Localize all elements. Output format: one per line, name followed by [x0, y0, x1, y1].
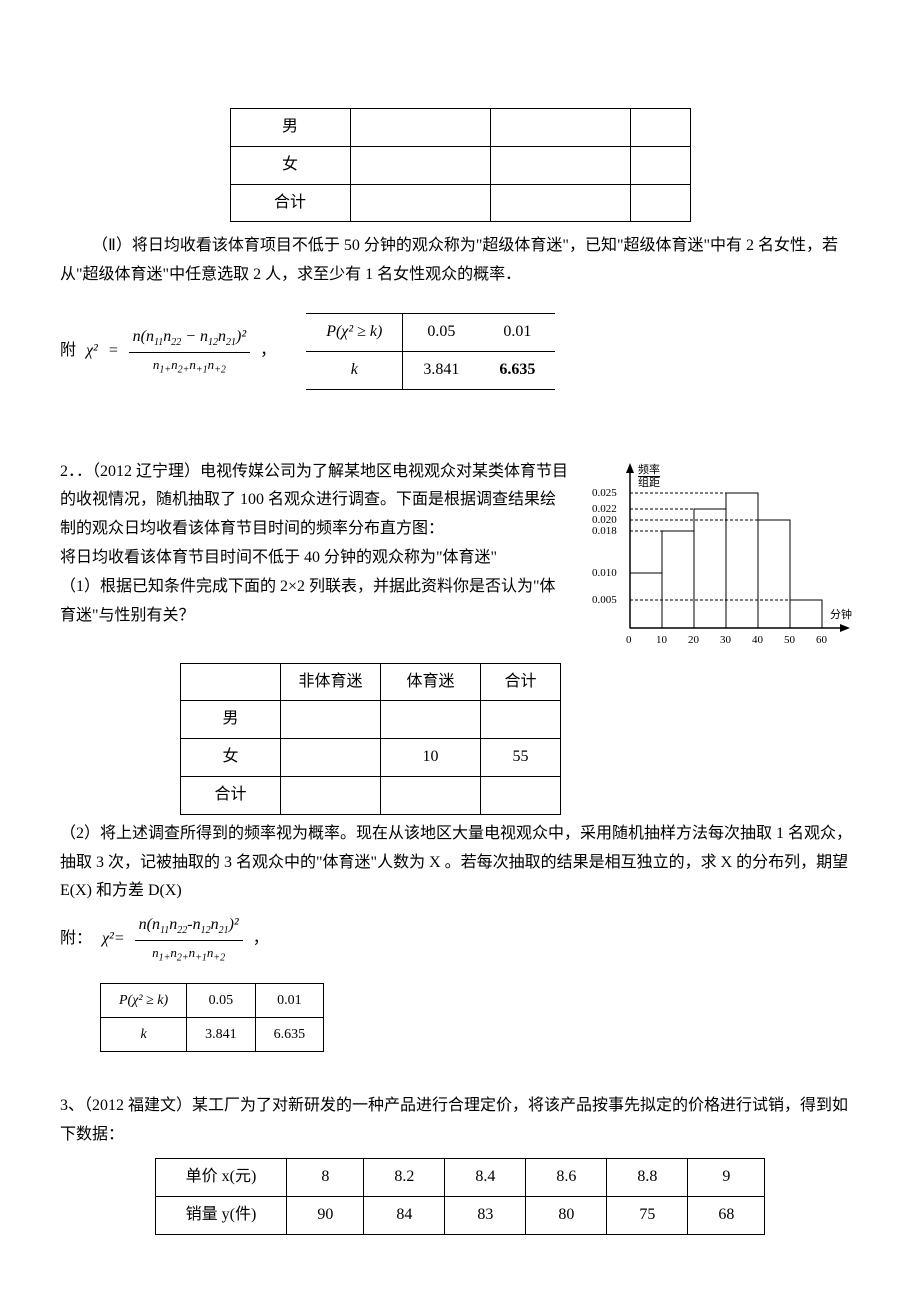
xlabel: 分钟 [830, 607, 852, 621]
chi-p-label: P(χ² ≥ k) [306, 313, 403, 351]
cell-10: 10 [381, 739, 481, 777]
chi-fraction-2: n(n11n22-n12n21)² n1+n2+n+1n+2 [135, 911, 243, 968]
t3-h-price: 单价 x(元) [155, 1158, 287, 1196]
svg-text:0: 0 [626, 634, 632, 646]
svg-text:0.022: 0.022 [592, 503, 617, 515]
col-fan: 体育迷 [381, 663, 481, 701]
q2-part2: （2）将上述调查所得到的频率视为概率。现在从该地区大量电视观众中，采用随机抽样方… [60, 820, 860, 906]
q2-part1: （1）根据已知条件完成下面的 2×2 列联表，并据此资料你是否认为"体育迷"与性… [60, 573, 570, 631]
q3-intro: 3、（2012 福建文）某工厂为了对新研发的一种产品进行合理定价，将该产品按事先… [60, 1092, 860, 1150]
svg-text:0.020: 0.020 [592, 514, 617, 526]
chi-k-05: 3.841 [403, 351, 480, 389]
svg-text:10: 10 [656, 634, 668, 646]
svg-text:0.025: 0.025 [592, 487, 617, 499]
row2-male: 男 [181, 701, 281, 739]
formula-prefix: 附 [60, 337, 76, 366]
col-nonfan: 非体育迷 [281, 663, 381, 701]
svg-text:20: 20 [688, 634, 700, 646]
svg-text:0.010: 0.010 [592, 567, 617, 579]
chi-critical-table-2: P(χ² ≥ k) 0.05 0.01 k 3.841 6.635 [100, 983, 324, 1052]
q2-intro: 2．．（2012 辽宁理）电视传媒公司为了解某地区电视观众对某类体育节目的收视情… [60, 458, 570, 544]
chi-p-05: 0.05 [403, 313, 480, 351]
sc-k: k [101, 1018, 187, 1052]
row2-total: 合计 [181, 776, 281, 814]
svg-text:60: 60 [816, 634, 828, 646]
price-sales-table: 单价 x(元) 8 8.2 8.4 8.6 8.8 9 销量 y(件) 90 8… [155, 1158, 766, 1235]
ylabel-sub: 组距 [638, 475, 660, 489]
chi-symbol: χ² [86, 337, 98, 366]
formula2-prefix: 附： [60, 925, 92, 954]
col-total: 合计 [481, 663, 561, 701]
paragraph-q1-part2: （Ⅱ）将日均收看该体育项目不低于 50 分钟的观众称为"超级体育迷"，已知"超级… [60, 232, 860, 290]
row-female: 女 [230, 146, 350, 184]
svg-text:0.018: 0.018 [592, 525, 617, 537]
svg-text:40: 40 [752, 634, 764, 646]
frequency-histogram: 频率 组距 分钟 0.005 0.010 0.018 0.020 0.022 0… [580, 458, 860, 658]
svg-text:30: 30 [720, 634, 732, 646]
chi-critical-table: P(χ² ≥ k) 0.05 0.01 k 3.841 6.635 [306, 313, 555, 390]
ylabel-top: 频率 [638, 462, 660, 476]
chi-denominator: n1+n2+n+1n+2 [129, 353, 251, 380]
chi-fraction: n(n11n22 − n12n21)² n1+n2+n+1n+2 [129, 323, 251, 380]
chi-k-01: 6.635 [479, 351, 555, 389]
row-total: 合计 [230, 184, 350, 222]
svg-text:50: 50 [784, 634, 796, 646]
question-2-block: 2．．（2012 辽宁理）电视传媒公司为了解某地区电视观众对某类体育节目的收视情… [60, 458, 860, 658]
chi-formula-row-2: 附： χ²= n(n11n22-n12n21)² n1+n2+n+1n+2 ， [60, 911, 860, 968]
chi-numerator: n(n11n22 − n12n21)² [129, 323, 251, 353]
chi-k-label: k [306, 351, 403, 389]
row-male: 男 [230, 109, 350, 147]
contingency-table-2x2: 非体育迷 体育迷 合计 男 女 10 55 合计 [180, 663, 561, 815]
sc-p: P(χ² ≥ k) [101, 983, 187, 1017]
svg-text:0.005: 0.005 [592, 594, 617, 606]
chi-formula-row: 附 χ² = n(n11n22 − n12n21)² n1+n2+n+1n+2 … [60, 305, 860, 398]
t3-h-sales: 销量 y(件) [155, 1196, 287, 1234]
contingency-table-blank: 男 女 合计 [230, 108, 691, 222]
cell-55: 55 [481, 739, 561, 777]
chi-p-01: 0.01 [479, 313, 555, 351]
q2-def: 将日均收看该体育节目时间不低于 40 分钟的观众称为"体育迷" [60, 544, 570, 573]
row2-female: 女 [181, 739, 281, 777]
